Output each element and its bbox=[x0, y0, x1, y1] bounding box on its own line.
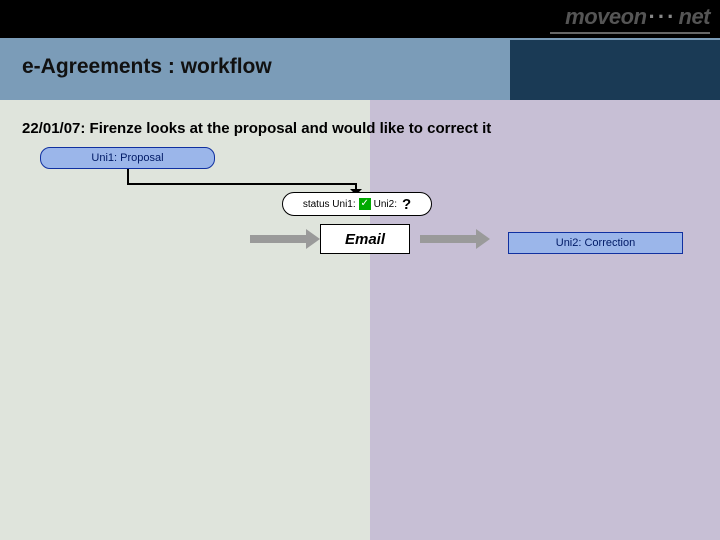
slide-title: e-Agreements : workflow bbox=[22, 55, 272, 79]
header-band-dark bbox=[510, 40, 720, 100]
date-line: 22/01/07: Firenze looks at the proposal … bbox=[22, 120, 491, 137]
node-status: status Uni1: ✓ Uni2: ? bbox=[282, 192, 432, 216]
node-proposal-label: Uni1: Proposal bbox=[91, 152, 163, 164]
connector bbox=[127, 169, 129, 183]
logo-right: net bbox=[679, 4, 711, 30]
arrow-icon bbox=[420, 235, 476, 243]
logo-dots: ··· bbox=[649, 4, 677, 30]
node-correction: Uni2: Correction bbox=[508, 232, 683, 254]
logo: moveon ··· net bbox=[565, 4, 710, 30]
node-correction-label: Uni2: Correction bbox=[556, 237, 635, 249]
status-uni2-label: Uni2: bbox=[374, 199, 397, 210]
status-uni1-label: status Uni1: bbox=[303, 199, 356, 210]
check-icon: ✓ bbox=[359, 198, 371, 210]
node-email-label: Email bbox=[345, 231, 385, 248]
node-proposal: Uni1: Proposal bbox=[40, 147, 215, 169]
status-uni2-value: ? bbox=[402, 196, 411, 213]
right-panel bbox=[370, 100, 720, 540]
connector bbox=[127, 183, 357, 185]
logo-left: moveon bbox=[565, 4, 646, 30]
logo-underline bbox=[550, 32, 710, 34]
arrow-icon bbox=[250, 235, 306, 243]
node-email: Email bbox=[320, 224, 410, 254]
